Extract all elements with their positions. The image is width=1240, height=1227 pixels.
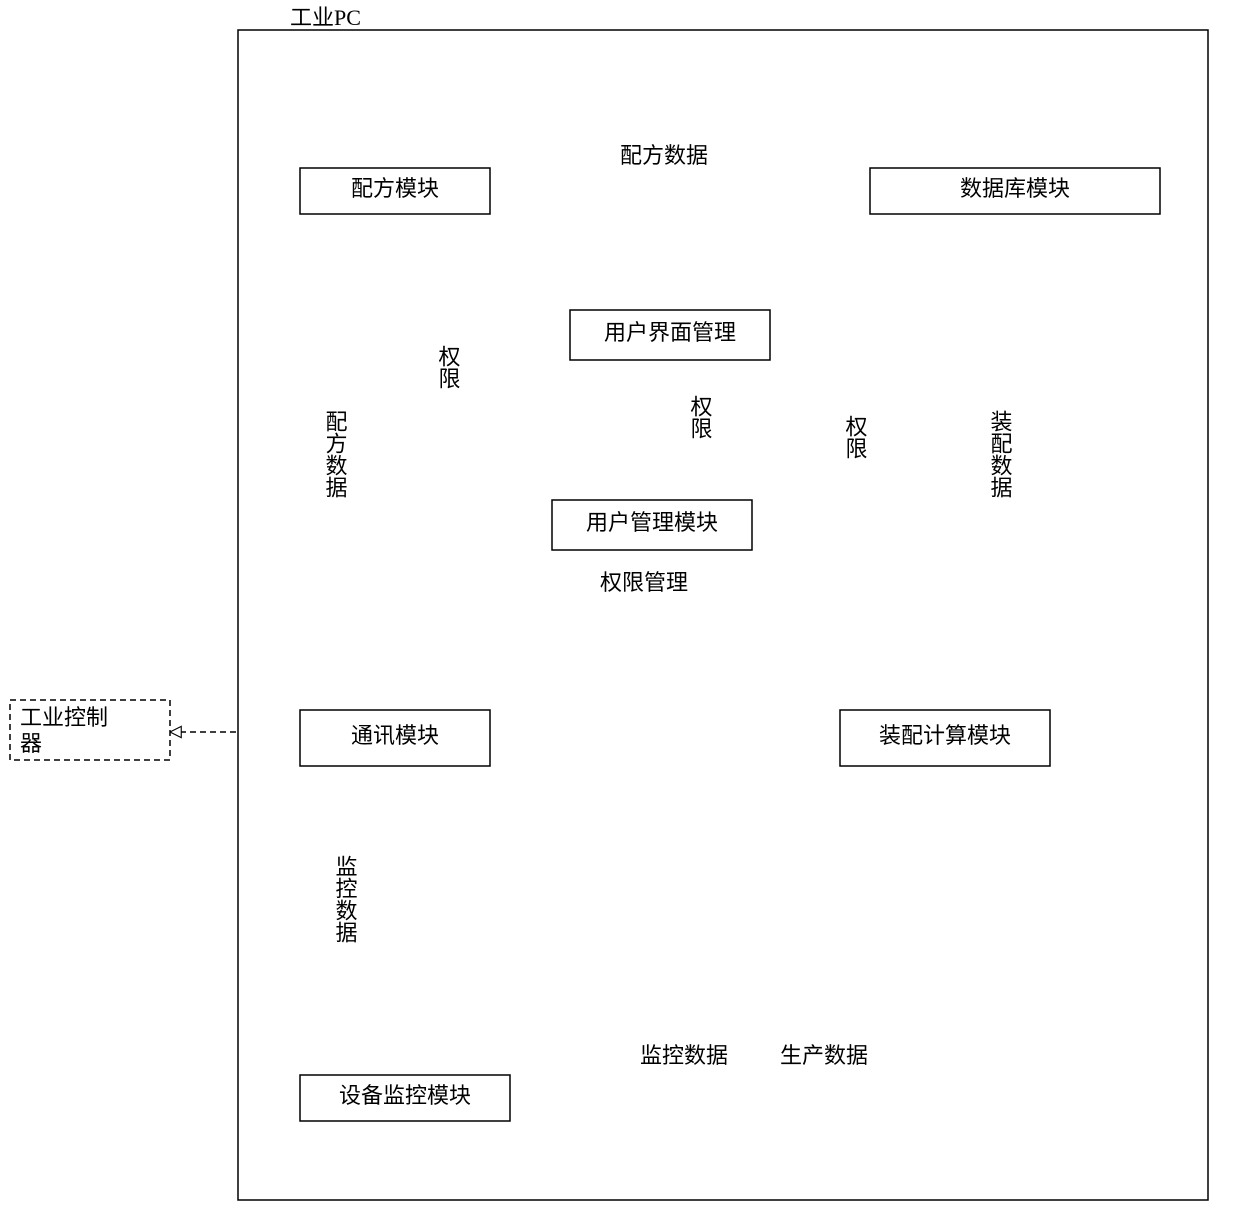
edge-label-monitor_to_db_1: 监控数据	[640, 1043, 728, 1068]
label-perm_lbl: 权限管理	[600, 570, 688, 595]
edge-label-db_to_assy: 装配数据	[988, 410, 1013, 498]
edge-label-top_h_arrow: 配方数据	[620, 143, 708, 168]
edge-label-monitor_to_db_2: 生产数据	[780, 1043, 868, 1068]
edge-label-user_to_db: 权限	[843, 415, 868, 459]
node-label-ui_mgmt: 用户界面管理	[604, 320, 736, 345]
edge-label-ui_to_user: 权限	[688, 395, 713, 439]
node-label-assy: 装配计算模块	[879, 723, 1011, 748]
node-label-db: 数据库模块	[960, 176, 1070, 201]
edge-label-recipe_to_comm: 配方数据	[323, 410, 348, 498]
node-label-user_mgmt: 用户管理模块	[586, 510, 718, 535]
edge-label-comm_to_monitor: 监控数据	[333, 855, 358, 943]
node-label-comm: 通讯模块	[351, 723, 439, 748]
edge-label-user_to_recipe: 权限	[436, 345, 461, 389]
node-label-monitor: 设备监控模块	[339, 1083, 471, 1108]
container-title: 工业PC	[290, 5, 361, 30]
node-label-recipe: 配方模块	[351, 176, 439, 201]
